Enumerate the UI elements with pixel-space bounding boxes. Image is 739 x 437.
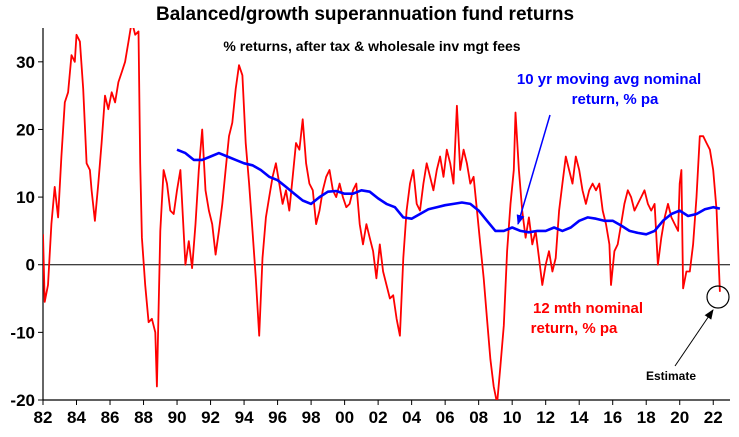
moving-avg-line [176,148,721,236]
x-axis: 82 84 86 88 90 92 94 96 98 00 02 04 06 08 10 12 14 16 18 20… [34,264,730,427]
x-tick-label: 10 [503,408,522,427]
x-tick-label: 12 [536,408,555,427]
x-tick-label: 90 [168,408,187,427]
x-tick-label: 20 [670,408,689,427]
series-group [43,28,721,400]
x-tick-label: 84 [67,408,86,427]
estimate-arrow [674,309,714,367]
x-tick-label: 82 [34,408,53,427]
x-tick-label: 98 [302,408,321,427]
y-tick-label: 10 [16,188,35,207]
chart-subtitle: % returns, after tax & wholesale inv mgt… [223,38,520,54]
moving-avg-arrow [516,114,551,225]
y-tick-label: -20 [10,391,35,410]
moving-avg-label-line1: 10 yr moving avg nominal [517,71,701,88]
x-tick-label: 06 [436,408,455,427]
y-tick-label: 20 [16,120,35,139]
nominal-label-line1: 12 mth nominal [533,300,643,317]
y-tick-label: -10 [10,323,35,342]
y-tick-label: 30 [16,53,35,72]
estimate-circle [706,285,730,309]
x-tick-label: 96 [268,408,287,427]
moving-avg-label-line2: return, % pa [572,91,659,108]
nominal-return-line [43,28,721,400]
estimate-label: Estimate [646,369,696,383]
x-tick-label: 22 [704,408,723,427]
chart-title: Balanced/growth superannuation fund retu… [156,4,574,25]
nominal-label-line2: return, % pa [531,320,618,337]
x-tick-label: 18 [637,408,656,427]
x-tick-label: 02 [369,408,388,427]
x-tick-label: 08 [469,408,488,427]
y-axis: -20 -10 0 10 20 30 [10,28,44,410]
x-tick-label: 88 [134,408,153,427]
x-tick-label: 04 [402,408,421,427]
y-tick-label: 0 [26,256,35,275]
x-tick-label: 14 [570,408,589,427]
x-tick-label: 86 [101,408,120,427]
x-tick-label: 94 [235,408,254,427]
x-tick-label: 92 [201,408,220,427]
x-tick-label: 00 [335,408,354,427]
x-tick-label: 16 [603,408,622,427]
